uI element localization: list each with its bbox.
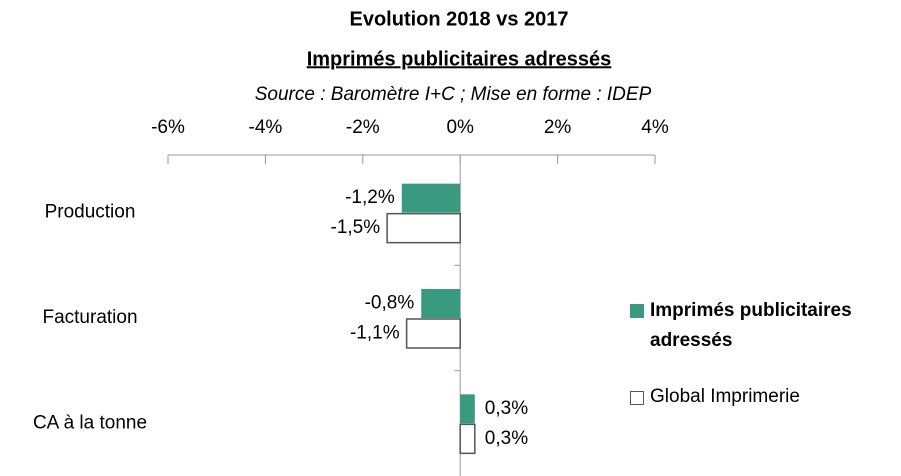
x-tick-label: -6% [151,117,185,138]
x-tick-label: 0% [446,117,474,138]
bar [460,394,475,424]
value-label: -1,5% [331,217,381,238]
value-label: -1,2% [345,187,395,208]
bar [401,183,461,213]
legend-item: Imprimés publicitaires adressés [630,296,895,356]
x-tick-label: -2% [346,117,380,138]
y-tick-label: Facturation [42,307,137,328]
x-tick-label: -4% [249,117,283,138]
chart-title: Evolution 2018 vs 2017 [349,8,568,30]
bar [421,289,461,318]
legend-label: Imprimés publicitaires adressés [650,300,852,351]
x-tick-label: 2% [544,117,572,138]
legend-item: Global Imprimerie [630,386,895,408]
x-tick-label: 4% [641,117,669,138]
bar [459,423,476,455]
value-label: -0,8% [365,293,415,314]
value-label: -1,1% [350,323,400,344]
y-tick-label: CA à la tonne [33,412,147,433]
bar [405,318,461,349]
legend-label: Global Imprimerie [650,386,800,407]
y-tick-label: Production [45,202,136,223]
value-label: 0,3% [485,428,528,449]
legend-swatch [630,391,644,405]
legend-swatch [630,304,644,318]
value-label: 0,3% [485,398,528,419]
bar [386,212,461,244]
chart-subtitle: Imprimés publicitaires adressés [307,48,612,70]
source: Source : Baromètre I+C ; Mise en forme :… [255,84,652,105]
